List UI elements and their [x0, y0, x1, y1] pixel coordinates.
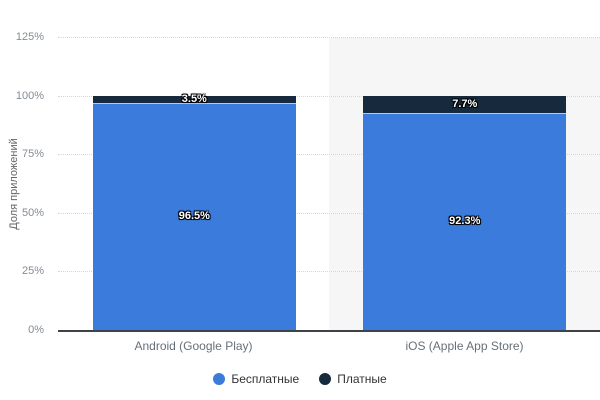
bar-value-label: 96.5% [178, 210, 210, 223]
y-tick-label: 75% [21, 148, 44, 161]
bar-segment-free-ios[interactable]: 92.3% [363, 113, 567, 330]
bar-value-label: 3.5% [181, 92, 207, 105]
bar-segment-paid-android[interactable]: 3.5% [92, 92, 296, 105]
plot-area: 3.5% 96.5% 7.7% 92.3% [58, 37, 600, 332]
x-axis: Android (Google Play) iOS (Apple App Sto… [58, 339, 600, 355]
gridline [58, 212, 600, 214]
legend-item-free[interactable]: Бесплатные [213, 372, 299, 386]
bar-segment-paid-ios[interactable]: 7.7% [363, 95, 567, 114]
x-category-label-android: Android (Google Play) [134, 339, 253, 353]
legend-marker-paid-icon [319, 373, 332, 385]
gridline [58, 154, 600, 156]
y-tick-label: 25% [21, 265, 44, 278]
gridline [58, 271, 600, 273]
y-tick-label: 125% [15, 31, 44, 43]
legend: Бесплатные Платные [0, 370, 600, 388]
bar-android: 3.5% 96.5% [92, 37, 296, 330]
y-tick-label: 100% [15, 89, 44, 102]
legend-label-paid: Платные [337, 372, 387, 386]
y-tick-label: 0% [28, 324, 44, 336]
bar-ios: 7.7% 92.3% [363, 37, 567, 330]
y-tick-label: 50% [21, 206, 44, 219]
legend-item-paid[interactable]: Платные [319, 372, 387, 386]
gridline [58, 95, 600, 97]
legend-label-free: Бесплатные [231, 372, 300, 386]
y-axis: 125% 100% 75% 50% 25% 0% [0, 31, 50, 336]
bar-value-label: 92.3% [449, 215, 481, 228]
bar-segment-free-android[interactable]: 96.5% [92, 103, 296, 330]
gridline [58, 37, 600, 38]
x-category-label-ios: iOS (Apple App Store) [405, 339, 524, 353]
bar-value-label: 7.7% [452, 97, 478, 110]
legend-marker-free-icon [213, 373, 226, 385]
